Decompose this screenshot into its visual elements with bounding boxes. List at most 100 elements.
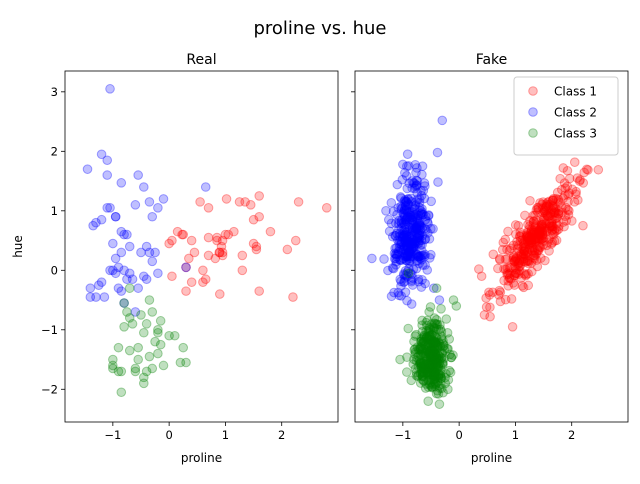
data-point xyxy=(433,337,444,348)
data-point xyxy=(402,161,412,172)
data-point xyxy=(412,214,422,225)
data-point xyxy=(415,358,425,368)
data-point xyxy=(436,353,447,363)
data-point xyxy=(419,337,430,347)
data-point xyxy=(547,195,558,205)
data-point xyxy=(396,239,406,250)
data-point xyxy=(412,251,423,262)
data-point xyxy=(423,210,434,221)
data-point xyxy=(427,328,438,338)
data-point xyxy=(443,384,453,395)
data-point xyxy=(567,184,578,195)
data-point xyxy=(415,210,426,220)
data-point xyxy=(541,201,551,212)
data-point xyxy=(532,202,543,213)
data-point xyxy=(402,217,413,228)
axes-real: Real −1 0 1 2 −2 −1 0 1 2 3 proline hue xyxy=(11,52,339,465)
data-point xyxy=(526,224,537,235)
data-point xyxy=(426,249,436,260)
data-point xyxy=(413,238,423,248)
data-point xyxy=(426,363,436,373)
data-point xyxy=(561,202,571,213)
data-point xyxy=(425,330,435,341)
data-point xyxy=(399,276,410,287)
data-point xyxy=(401,255,411,266)
data-point xyxy=(399,226,410,237)
data-point xyxy=(251,244,262,255)
data-point xyxy=(412,371,423,382)
data-point xyxy=(508,251,519,261)
data-point xyxy=(404,217,415,227)
data-point xyxy=(420,346,431,357)
data-point xyxy=(430,371,440,381)
data-point xyxy=(415,240,426,250)
data-point xyxy=(428,351,438,362)
data-point xyxy=(400,229,411,240)
data-point xyxy=(572,173,583,183)
data-point xyxy=(400,215,410,225)
data-point xyxy=(532,230,542,241)
data-point xyxy=(426,341,437,352)
data-point xyxy=(417,315,427,326)
data-point xyxy=(401,215,412,225)
data-point xyxy=(500,234,511,245)
data-point xyxy=(573,195,583,205)
data-point xyxy=(535,223,545,234)
data-point xyxy=(139,182,149,192)
data-point xyxy=(435,365,446,375)
data-point xyxy=(548,193,559,204)
data-point xyxy=(402,229,412,240)
data-point xyxy=(415,253,426,264)
data-point xyxy=(538,213,549,224)
data-point xyxy=(434,351,445,362)
data-point xyxy=(214,247,225,258)
data-point xyxy=(418,336,429,347)
data-point xyxy=(390,253,401,264)
data-point xyxy=(426,374,437,384)
data-point xyxy=(417,367,428,377)
data-point xyxy=(521,230,532,240)
data-point xyxy=(405,253,415,264)
data-point xyxy=(410,331,420,341)
data-point xyxy=(537,219,548,230)
data-point xyxy=(428,374,439,384)
data-point xyxy=(420,251,430,262)
data-point xyxy=(407,223,418,234)
data-point xyxy=(427,381,437,392)
data-point xyxy=(401,216,411,226)
data-point xyxy=(409,242,419,253)
data-point xyxy=(402,243,413,253)
data-point xyxy=(410,364,421,374)
data-point xyxy=(407,183,417,193)
data-point xyxy=(203,232,214,243)
data-point xyxy=(544,211,554,222)
data-point xyxy=(429,283,439,293)
data-point xyxy=(399,209,409,220)
data-point xyxy=(417,161,428,171)
data-point xyxy=(524,238,535,249)
data-point xyxy=(404,178,415,188)
data-point xyxy=(416,336,426,347)
data-point xyxy=(420,223,430,234)
data-point xyxy=(430,337,441,348)
data-point xyxy=(558,163,569,173)
data-point xyxy=(553,209,564,219)
data-point xyxy=(548,229,559,240)
data-point xyxy=(438,339,449,349)
data-point xyxy=(391,260,401,270)
data-point xyxy=(405,207,415,217)
data-point xyxy=(533,227,544,238)
data-point xyxy=(423,382,434,392)
data-point xyxy=(407,231,417,241)
data-point xyxy=(398,159,408,170)
data-point xyxy=(511,268,521,278)
data-point xyxy=(412,228,423,239)
data-point xyxy=(430,349,441,360)
data-point xyxy=(139,378,149,389)
data-point xyxy=(427,382,437,393)
data-point xyxy=(418,250,428,261)
data-point xyxy=(418,338,428,349)
data-point xyxy=(533,245,543,256)
data-point xyxy=(407,244,418,254)
data-point xyxy=(203,203,214,213)
